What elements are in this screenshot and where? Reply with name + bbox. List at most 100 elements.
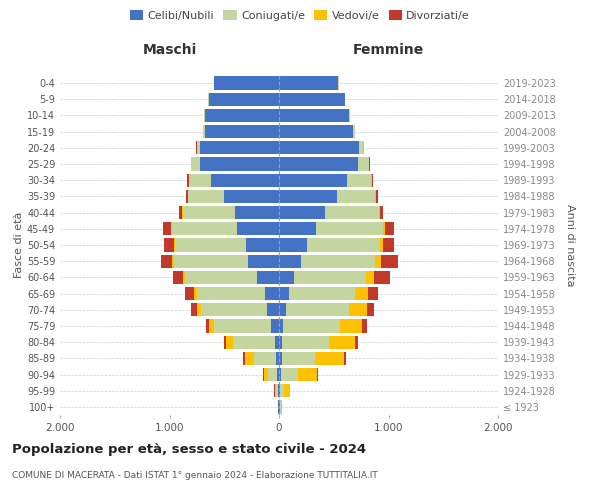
Bar [224,336,226,349]
Bar [200,141,279,154]
Bar [267,303,279,316]
Bar [197,141,200,154]
Bar [279,368,281,381]
Bar [279,287,289,300]
Text: Maschi: Maschi [142,44,197,58]
Bar [245,352,254,365]
Bar [279,76,338,90]
Bar [365,270,374,284]
Bar [191,303,197,316]
Bar [280,400,281,413]
Bar [355,287,368,300]
Bar [235,206,279,220]
Bar [173,270,182,284]
Bar [325,206,379,220]
Bar [200,158,279,170]
Bar [279,92,344,106]
Bar [185,190,188,203]
Bar [379,206,380,220]
Bar [376,254,381,268]
Bar [307,238,380,252]
Bar [281,400,282,413]
Bar [344,352,346,365]
Bar [185,287,194,300]
Bar [263,368,268,381]
Bar [353,125,355,138]
Bar [188,190,224,203]
Bar [279,238,307,252]
Bar [301,254,376,268]
Bar [280,384,284,398]
Bar [214,320,271,332]
Bar [337,190,376,203]
Bar [265,287,279,300]
Bar [209,92,279,106]
Bar [279,222,316,235]
Bar [179,206,182,220]
Bar [182,206,235,220]
Bar [279,303,286,316]
Bar [347,174,371,187]
Bar [278,384,279,398]
Bar [286,303,349,316]
Bar [279,109,349,122]
Bar [275,384,276,398]
Bar [279,270,295,284]
Bar [281,368,298,381]
Bar [277,368,279,381]
Bar [279,206,325,220]
Bar [340,320,362,332]
Bar [279,384,280,398]
Bar [205,109,279,122]
Bar [226,336,233,349]
Bar [203,125,205,138]
Y-axis label: Fasce di età: Fasce di età [14,212,24,278]
Bar [279,320,283,332]
Bar [248,254,279,268]
Bar [283,320,340,332]
Bar [368,287,377,300]
Bar [367,303,374,316]
Bar [383,238,394,252]
Bar [315,352,344,365]
Bar [194,287,197,300]
Bar [316,222,383,235]
Legend: Celibi/Nubili, Coniugati/e, Vedovi/e, Divorziati/e: Celibi/Nubili, Coniugati/e, Vedovi/e, Di… [125,6,475,25]
Bar [163,222,171,235]
Bar [206,320,209,332]
Bar [209,320,214,332]
Bar [381,254,398,268]
Bar [289,287,355,300]
Bar [279,190,337,203]
Bar [383,222,385,235]
Bar [362,320,367,332]
Bar [211,174,279,187]
Bar [275,336,279,349]
Bar [279,174,347,187]
Bar [359,141,364,154]
Bar [185,270,257,284]
Bar [282,336,329,349]
Bar [257,270,279,284]
Bar [279,352,282,365]
Bar [214,76,279,90]
Bar [244,352,245,365]
Bar [279,254,301,268]
Y-axis label: Anni di nascita: Anni di nascita [565,204,575,286]
Bar [276,352,279,365]
Bar [161,254,172,268]
Bar [385,222,394,235]
Bar [189,174,211,187]
Bar [271,320,279,332]
Bar [295,270,365,284]
Bar [355,336,358,349]
Bar [175,238,246,252]
Bar [191,158,200,170]
Bar [374,270,389,284]
Bar [164,238,174,252]
Bar [182,270,185,284]
Bar [276,384,278,398]
Bar [279,158,358,170]
Bar [268,368,277,381]
Text: COMUNE DI MACERATA - Dati ISTAT 1° gennaio 2024 - Elaborazione TUTTITALIA.IT: COMUNE DI MACERATA - Dati ISTAT 1° genna… [12,471,378,480]
